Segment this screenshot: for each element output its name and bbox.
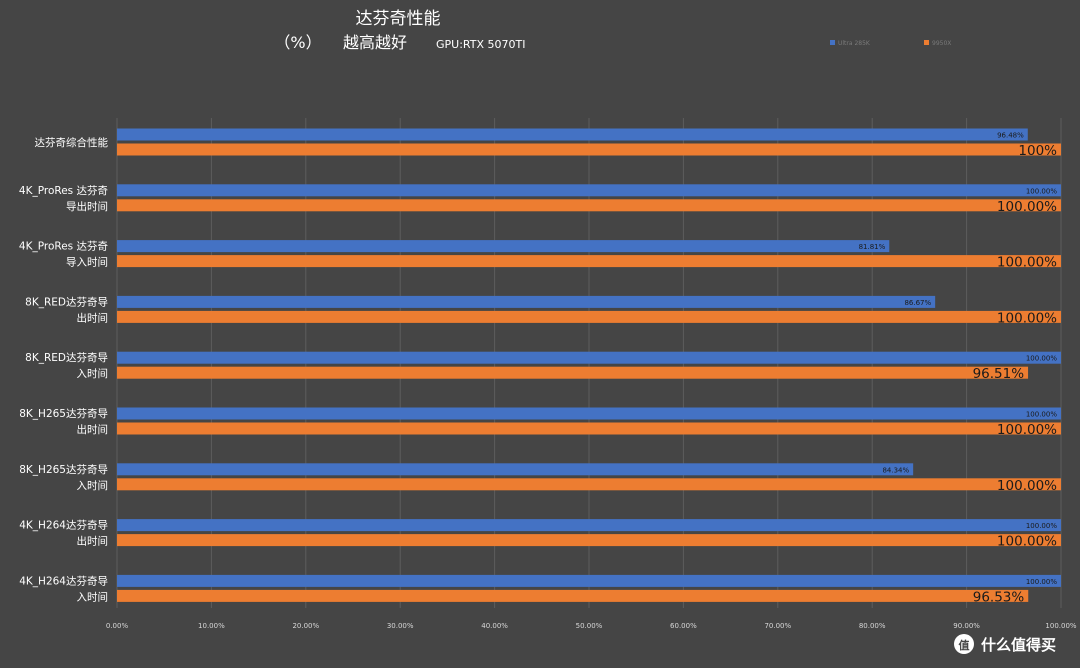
category-label: 达芬奇综合性能: [35, 136, 109, 149]
data-label-series-2: 96.53%: [973, 589, 1025, 605]
data-label-series-2: 100.00%: [997, 199, 1057, 215]
x-tick-label: 70.00%: [764, 622, 791, 630]
category-label: 4K_H264达芬奇导: [19, 574, 108, 587]
bar-series-1: [117, 519, 1061, 532]
category-label: 4K_H264达芬奇导: [19, 519, 108, 532]
chart-subtitle-unit: （%）: [274, 33, 321, 52]
category-label: 导出时间: [66, 200, 108, 213]
data-label-series-2: 96.51%: [973, 366, 1025, 382]
bar-series-2: [117, 478, 1061, 491]
x-tick-label: 80.00%: [859, 622, 886, 630]
x-tick-label: 10.00%: [198, 622, 225, 630]
watermark: 值 什么值得买: [954, 634, 1056, 654]
watermark-text: 什么值得买: [981, 636, 1056, 654]
bar-series-2: [117, 534, 1061, 547]
bar-series-2: [117, 422, 1061, 435]
category-label: 8K_H265达芬奇导: [19, 407, 108, 420]
x-tick-label: 90.00%: [953, 622, 980, 630]
category-label: 4K_ProRes 达芬奇: [19, 184, 108, 197]
chart-legend: Ultra 285K 9950X: [830, 40, 951, 47]
category-label: 8K_H265达芬奇导: [19, 463, 108, 476]
x-tick-label: 40.00%: [481, 622, 508, 630]
data-label-series-2: 100.00%: [997, 255, 1057, 271]
bar-series-1: [117, 240, 890, 253]
chart-title: 达芬奇性能: [356, 9, 441, 29]
data-label-series-1: 84.34%: [882, 466, 909, 474]
category-label: 出时间: [77, 311, 109, 324]
x-axis-ticks: 0.00% 10.00% 20.00% 30.00% 40.00% 50.00% 60.00…: [106, 622, 1077, 630]
bar-series-1: [117, 574, 1061, 587]
data-label-series-2: 100.00%: [997, 534, 1057, 550]
x-tick-label: 30.00%: [387, 622, 414, 630]
category-label: 4K_ProRes 达芬奇: [19, 240, 108, 253]
category-label: 入时间: [77, 590, 109, 603]
category-label: 出时间: [77, 535, 109, 548]
data-label-series-1: 100.00%: [1026, 187, 1057, 195]
bar-series-2: [117, 589, 1029, 602]
bar-series-2: [117, 199, 1061, 212]
data-label-series-1: 81.81%: [859, 243, 886, 251]
category-label: 出时间: [77, 423, 109, 436]
data-label-series-1: 100.00%: [1026, 522, 1057, 530]
category-label: 8K_RED达芬奇导: [25, 295, 108, 308]
x-tick-label: 50.00%: [576, 622, 603, 630]
legend-swatch: [830, 40, 835, 45]
x-tick-label: 100.00%: [1045, 622, 1076, 630]
data-label-series-1: 86.67%: [904, 299, 931, 307]
category-label: 入时间: [77, 367, 109, 380]
legend-label: 9950X: [932, 40, 951, 47]
chart-bars: 96.48% 100% 100.00% 100.00% 81.81% 100.00% 86.…: [117, 128, 1061, 605]
x-tick-label: 60.00%: [670, 622, 697, 630]
data-label-series-2: 100.00%: [997, 478, 1057, 494]
data-label-series-1: 100.00%: [1026, 355, 1057, 363]
bar-series-1: [117, 351, 1061, 364]
data-label-series-2: 100%: [1018, 143, 1057, 159]
chart-subtitle-note: 越高越好: [343, 33, 407, 52]
bar-series-2: [117, 255, 1061, 268]
bar-series-1: [117, 407, 1061, 420]
bar-series-2: [117, 143, 1061, 156]
data-label-series-2: 100.00%: [997, 310, 1057, 326]
data-label-series-2: 100.00%: [997, 422, 1057, 438]
legend-label: Ultra 285K: [838, 40, 871, 47]
category-label: 8K_RED达芬奇导: [25, 351, 108, 364]
bar-series-1: [117, 184, 1061, 197]
watermark-icon-text: 值: [959, 638, 970, 652]
data-label-series-1: 100.00%: [1026, 411, 1057, 419]
chart-gpu-note: GPU:RTX 5070TI: [436, 38, 525, 51]
data-label-series-1: 96.48%: [997, 132, 1024, 140]
bar-series-1: [117, 128, 1028, 141]
bar-series-1: [117, 463, 914, 476]
x-tick-label: 0.00%: [106, 622, 129, 630]
data-label-series-1: 100.00%: [1026, 578, 1057, 586]
category-label: 导入时间: [66, 256, 108, 269]
bar-series-2: [117, 310, 1061, 323]
x-tick-label: 20.00%: [292, 622, 319, 630]
legend-swatch: [924, 40, 929, 45]
category-label: 入时间: [77, 479, 109, 492]
bar-series-2: [117, 366, 1029, 379]
bar-series-1: [117, 295, 936, 308]
zhi-icon: [954, 634, 974, 654]
